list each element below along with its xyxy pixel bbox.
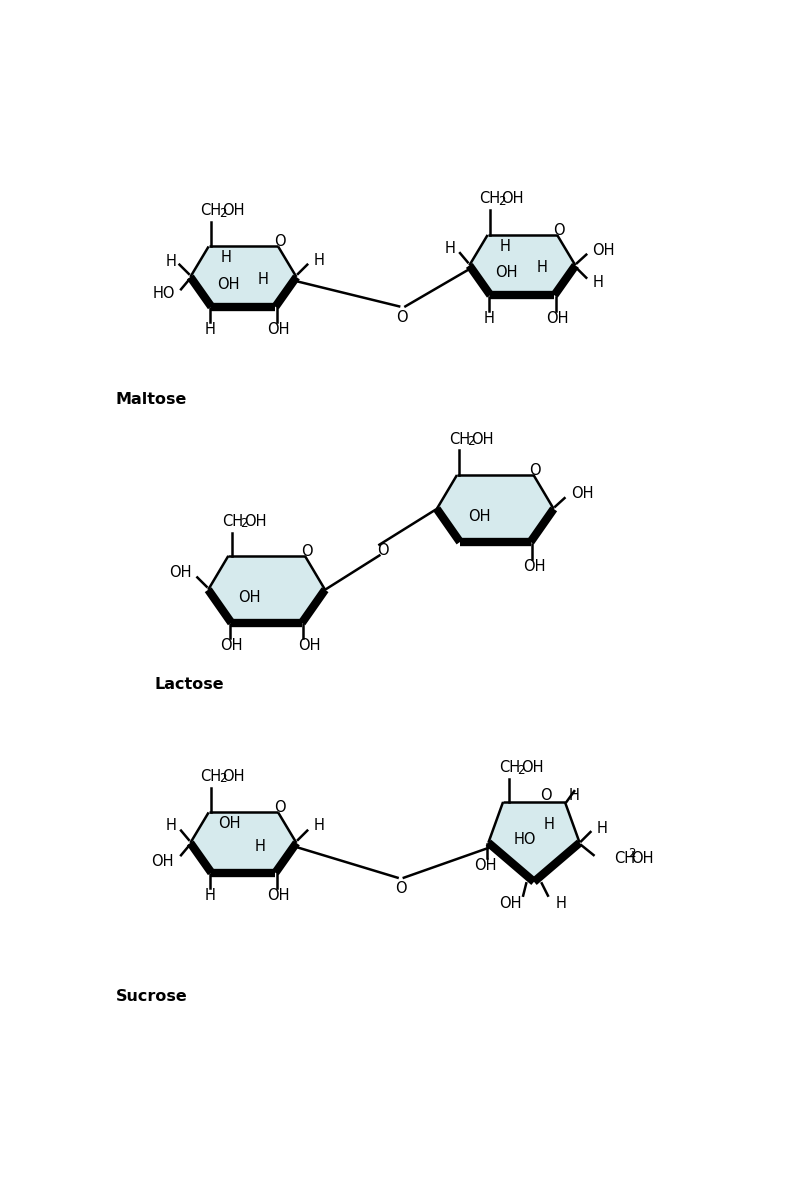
Text: CH: CH bbox=[479, 191, 501, 206]
Text: H: H bbox=[314, 819, 324, 833]
Text: OH: OH bbox=[238, 590, 261, 605]
Text: H: H bbox=[500, 238, 510, 254]
Text: H: H bbox=[204, 889, 215, 904]
Text: H: H bbox=[166, 819, 176, 833]
Text: OH: OH bbox=[471, 432, 494, 446]
Text: H: H bbox=[258, 271, 268, 287]
Text: CH: CH bbox=[222, 514, 242, 529]
Text: OH: OH bbox=[150, 854, 174, 868]
Text: H: H bbox=[597, 821, 607, 837]
Text: H: H bbox=[255, 839, 266, 854]
Text: OH: OH bbox=[244, 514, 266, 529]
Text: HO: HO bbox=[152, 287, 175, 301]
Text: O: O bbox=[397, 309, 408, 325]
Text: OH: OH bbox=[169, 565, 191, 581]
Polygon shape bbox=[488, 802, 580, 881]
Text: H: H bbox=[569, 788, 580, 804]
Text: OH: OH bbox=[546, 310, 569, 326]
Text: OH: OH bbox=[222, 769, 245, 784]
Text: H: H bbox=[483, 310, 494, 326]
Text: H: H bbox=[536, 261, 547, 275]
Text: OH: OH bbox=[218, 817, 241, 832]
Text: OH: OH bbox=[298, 638, 321, 654]
Text: H: H bbox=[204, 322, 215, 337]
Text: OH: OH bbox=[267, 889, 290, 904]
Text: OH: OH bbox=[267, 322, 290, 337]
Text: O: O bbox=[377, 543, 388, 558]
Text: OH: OH bbox=[220, 638, 242, 654]
Text: Maltose: Maltose bbox=[115, 392, 187, 407]
Text: O: O bbox=[553, 223, 565, 238]
Text: 2: 2 bbox=[628, 847, 635, 860]
Text: CH: CH bbox=[614, 851, 636, 866]
Text: CH: CH bbox=[498, 760, 520, 775]
Text: O: O bbox=[274, 800, 286, 815]
Polygon shape bbox=[470, 235, 575, 295]
Text: O: O bbox=[540, 788, 551, 804]
Text: 2: 2 bbox=[467, 435, 474, 448]
Text: OH: OH bbox=[499, 896, 522, 911]
Text: OH: OH bbox=[521, 760, 543, 775]
Text: H: H bbox=[221, 250, 232, 266]
Text: 2: 2 bbox=[240, 518, 247, 531]
Polygon shape bbox=[190, 812, 297, 873]
Text: OH: OH bbox=[631, 851, 654, 866]
Text: Lactose: Lactose bbox=[154, 677, 224, 691]
Polygon shape bbox=[208, 556, 325, 623]
Text: OH: OH bbox=[496, 266, 518, 280]
Polygon shape bbox=[437, 476, 554, 542]
Text: 2: 2 bbox=[498, 195, 505, 208]
Text: H: H bbox=[314, 253, 324, 268]
Text: 2: 2 bbox=[218, 773, 226, 786]
Text: CH: CH bbox=[200, 203, 222, 218]
Text: O: O bbox=[301, 544, 312, 559]
Text: OH: OH bbox=[469, 509, 491, 524]
Text: CH: CH bbox=[200, 769, 222, 784]
Text: OH: OH bbox=[502, 191, 524, 206]
Text: H: H bbox=[593, 275, 603, 290]
Text: OH: OH bbox=[217, 276, 239, 291]
Polygon shape bbox=[190, 247, 297, 307]
Text: OH: OH bbox=[570, 486, 594, 502]
Text: OH: OH bbox=[222, 203, 245, 218]
Text: O: O bbox=[395, 881, 406, 896]
Text: Sucrose: Sucrose bbox=[115, 989, 187, 1004]
Text: 2: 2 bbox=[218, 206, 226, 219]
Text: 2: 2 bbox=[517, 763, 525, 776]
Text: OH: OH bbox=[523, 559, 546, 575]
Text: HO: HO bbox=[514, 833, 536, 847]
Text: H: H bbox=[445, 241, 455, 256]
Text: OH: OH bbox=[593, 243, 615, 257]
Text: O: O bbox=[274, 235, 286, 249]
Text: H: H bbox=[166, 254, 176, 269]
Text: H: H bbox=[544, 817, 555, 832]
Text: O: O bbox=[530, 463, 541, 478]
Text: OH: OH bbox=[474, 858, 497, 873]
Text: CH: CH bbox=[449, 432, 470, 446]
Text: H: H bbox=[556, 896, 566, 911]
